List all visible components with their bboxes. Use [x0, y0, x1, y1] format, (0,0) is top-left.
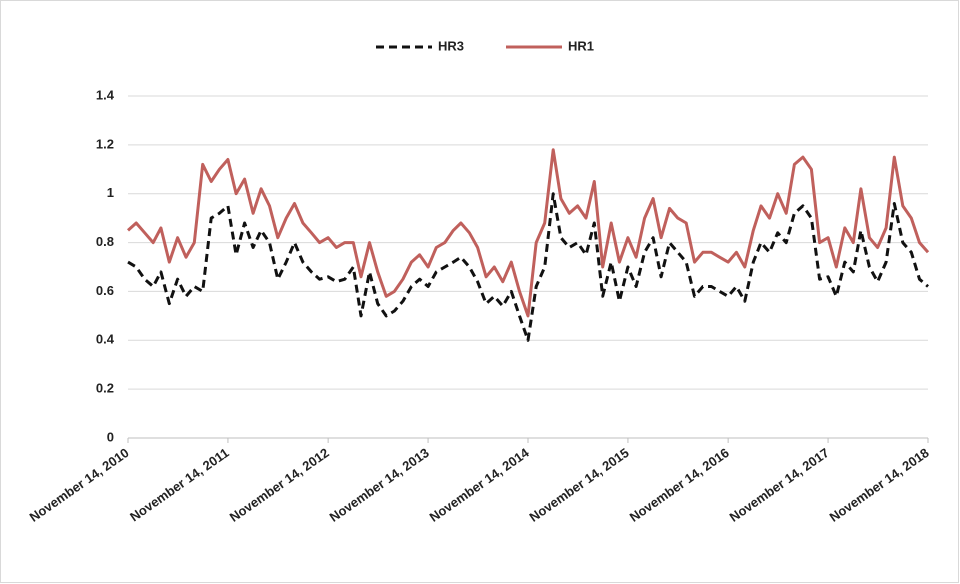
series-line [126, 148, 930, 318]
y-tick-label: 1.4 [96, 87, 115, 102]
y-tick-label: 0.6 [96, 283, 114, 298]
y-tick-label: 0.4 [96, 332, 115, 347]
legend-label: HR1 [568, 38, 594, 53]
legend-label: HR3 [438, 38, 464, 53]
y-tick-label: 1.2 [96, 136, 114, 151]
y-tick-label: 0 [107, 429, 114, 444]
y-tick-label: 1 [107, 185, 114, 200]
y-tick-label: 0.2 [96, 381, 114, 396]
y-tick-label: 0.8 [96, 234, 114, 249]
series-line [127, 192, 929, 342]
